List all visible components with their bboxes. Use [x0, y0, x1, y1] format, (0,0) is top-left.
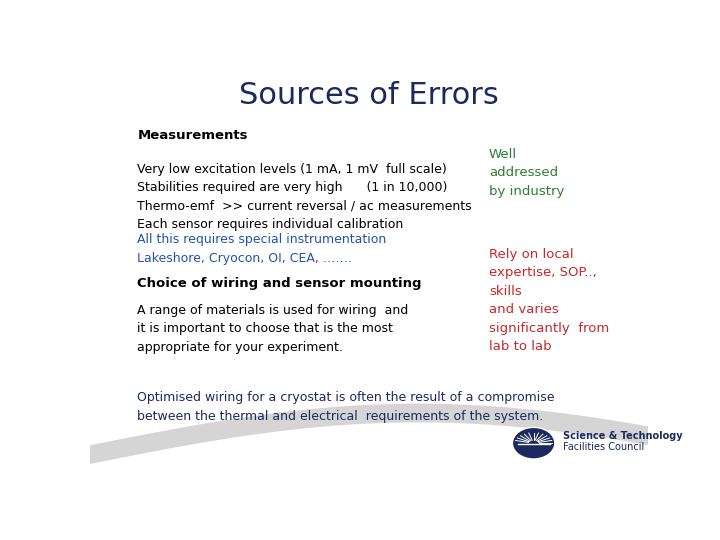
- Text: Well
addressed
by industry: Well addressed by industry: [489, 148, 564, 198]
- Text: Very low excitation levels (1 mA, 1 mV  full scale)
Stabilities required are ver: Very low excitation levels (1 mA, 1 mV f…: [138, 163, 472, 231]
- Text: Optimised wiring for a cryostat is often the result of a compromise
between the : Optimised wiring for a cryostat is often…: [138, 391, 555, 423]
- Text: All this requires special instrumentation
Lakeshore, Cryocon, OI, CEA, …….: All this requires special instrumentatio…: [138, 233, 387, 265]
- Text: Choice of wiring and sensor mounting: Choice of wiring and sensor mounting: [138, 277, 422, 290]
- Circle shape: [513, 427, 555, 459]
- Polygon shape: [90, 404, 648, 464]
- Text: Facilities Council: Facilities Council: [563, 442, 644, 453]
- Text: Rely on local
expertise, SOP..,
skills
and varies
significantly  from
lab to lab: Rely on local expertise, SOP.., skills a…: [489, 248, 609, 353]
- Text: Measurements: Measurements: [138, 129, 248, 142]
- Text: Science & Technology: Science & Technology: [563, 431, 683, 441]
- Text: Sources of Errors: Sources of Errors: [239, 82, 499, 111]
- Text: A range of materials is used for wiring  and
it is important to choose that is t: A range of materials is used for wiring …: [138, 304, 409, 354]
